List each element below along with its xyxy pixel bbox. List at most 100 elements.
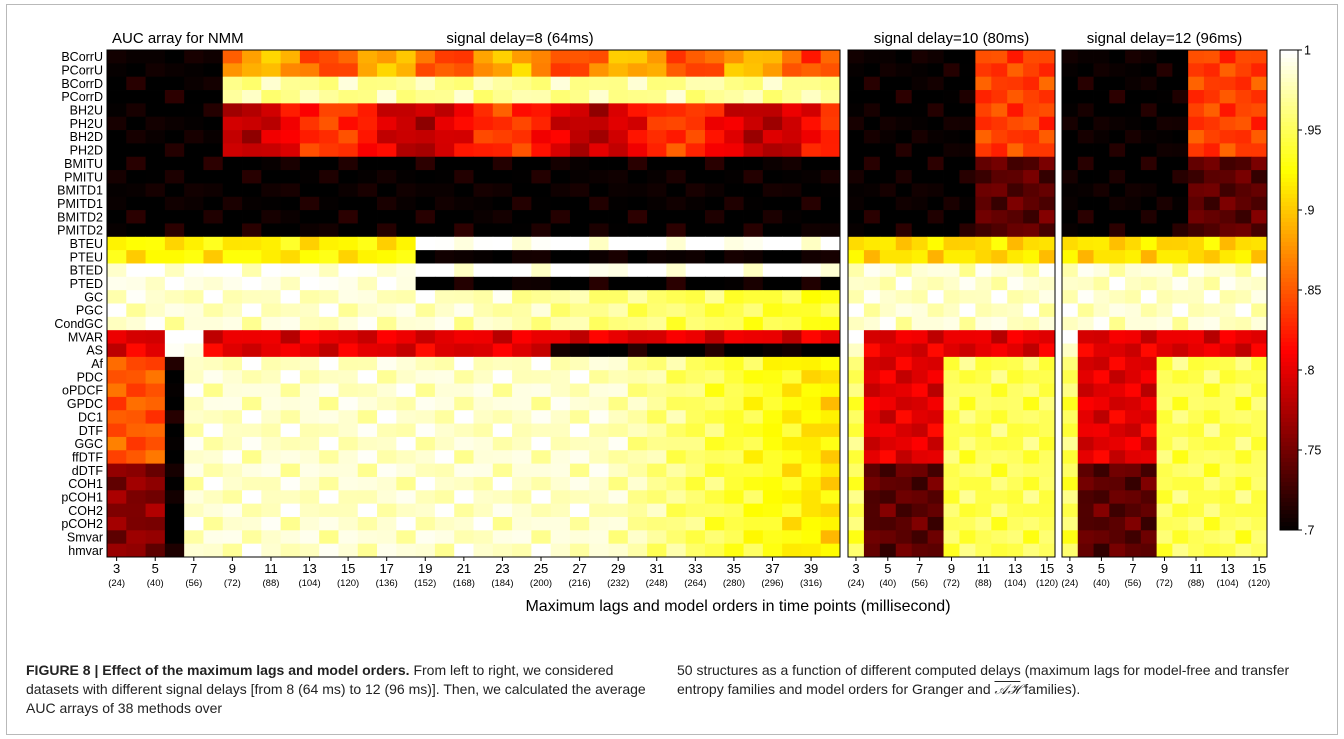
heatmap-cell (126, 50, 146, 64)
heatmap-cell (848, 303, 865, 318)
heatmap-cell (762, 50, 783, 64)
heatmap-cell (943, 476, 960, 491)
heatmap-cell (531, 370, 552, 384)
heatmap-cell (608, 210, 629, 224)
heatmap-cell (396, 436, 417, 451)
colorbar-step (1280, 494, 1298, 499)
heatmap-cell (126, 250, 146, 264)
heatmap-cell (338, 476, 359, 491)
heatmap-cell (608, 276, 629, 291)
colorbar-step (1280, 70, 1298, 75)
heatmap-cell (1203, 530, 1221, 545)
heatmap-cell (550, 396, 571, 411)
colorbar-step (1280, 474, 1298, 479)
heatmap-cell (396, 343, 417, 358)
heatmap-cell (1007, 116, 1024, 131)
heatmap-cell (126, 516, 146, 531)
heatmap-cell (589, 423, 609, 438)
heatmap-cell (357, 543, 378, 558)
heatmap-cell (1235, 383, 1252, 398)
heatmap-cell (959, 396, 976, 411)
heatmap-cell (261, 63, 282, 78)
x-tick-ms-label: (216) (568, 578, 590, 589)
heatmap-cell (1062, 503, 1079, 518)
heatmap-cell (512, 130, 532, 144)
heatmap-cell (895, 383, 913, 398)
heatmap-cell (801, 276, 822, 291)
heatmap-cell (685, 210, 706, 224)
heatmap-cell (569, 210, 590, 224)
heatmap-cell (473, 90, 494, 104)
method-label: PTED (70, 277, 103, 291)
heatmap-cell (879, 290, 897, 304)
heatmap-cell (1219, 183, 1236, 198)
heatmap-cell (126, 183, 146, 198)
heatmap-cell (975, 223, 992, 238)
heatmap-cell (1156, 223, 1173, 238)
heatmap-cell (126, 90, 146, 104)
heatmap-cell (569, 250, 590, 264)
heatmap-cell (1172, 263, 1189, 278)
heatmap-cell (927, 63, 944, 78)
heatmap-cell (512, 90, 532, 104)
method-label: BCorrD (61, 77, 103, 91)
heatmap-cell (1023, 436, 1040, 451)
heatmap-cell (145, 290, 166, 304)
heatmap-cell (1156, 436, 1173, 451)
heatmap-cell (589, 236, 609, 251)
heatmap-cell (743, 116, 764, 131)
heatmap-cell (377, 330, 397, 344)
heatmap-cell (415, 196, 436, 211)
heatmap-cell (762, 90, 783, 104)
colorbar-step (1280, 158, 1298, 163)
heatmap-cell (1023, 370, 1040, 384)
heatmap-cell (975, 476, 992, 491)
heatmap-cell (434, 130, 455, 144)
heatmap-cell (943, 370, 960, 384)
heatmap-cell (1023, 396, 1040, 411)
heatmap-cell (396, 103, 417, 118)
heatmap-cell (126, 383, 146, 398)
heatmap-cell (801, 516, 822, 531)
heatmap-cell (1140, 183, 1158, 198)
heatmap-cell (647, 210, 667, 224)
heatmap-cell (531, 263, 552, 278)
heatmap-cell (434, 410, 455, 424)
heatmap-cell (911, 263, 929, 278)
heatmap-cell (1156, 490, 1173, 505)
heatmap-cell (991, 90, 1008, 104)
heatmap-cell (396, 116, 417, 131)
method-label: PH2U (70, 117, 103, 131)
heatmap-cell (647, 103, 667, 118)
heatmap-cell (164, 50, 185, 64)
heatmap-cell (1156, 50, 1173, 64)
heatmap-cell (203, 423, 224, 438)
heatmap-cell (261, 303, 282, 318)
heatmap-cell (927, 156, 944, 171)
heatmap-cell (184, 236, 204, 251)
heatmap-cell (319, 263, 339, 278)
heatmap-cell (184, 276, 204, 291)
method-label: CondGC (54, 317, 103, 331)
heatmap-cell (782, 516, 802, 531)
heatmap-cell (242, 76, 262, 91)
heatmap-cell (184, 543, 204, 558)
heatmap-cell (1039, 250, 1056, 264)
heatmap-cell (1140, 463, 1158, 478)
heatmap-cell (782, 490, 802, 505)
heatmap-cell (848, 396, 865, 411)
heatmap-cell (1235, 250, 1252, 264)
heatmap-cell (1172, 383, 1189, 398)
heatmap-cell (991, 476, 1008, 491)
method-label: GC (84, 290, 103, 304)
x-tick-ms-label: (248) (646, 578, 668, 589)
heatmap-cell (145, 223, 166, 238)
heatmap-cell (782, 76, 802, 91)
heatmap-cell (647, 263, 667, 278)
heatmap-cell (820, 423, 841, 438)
heatmap-cell (685, 330, 706, 344)
colorbar-step (1280, 278, 1298, 283)
heatmap-cell (473, 156, 494, 171)
heatmap-cell (319, 383, 339, 398)
heatmap-cell (943, 50, 960, 64)
